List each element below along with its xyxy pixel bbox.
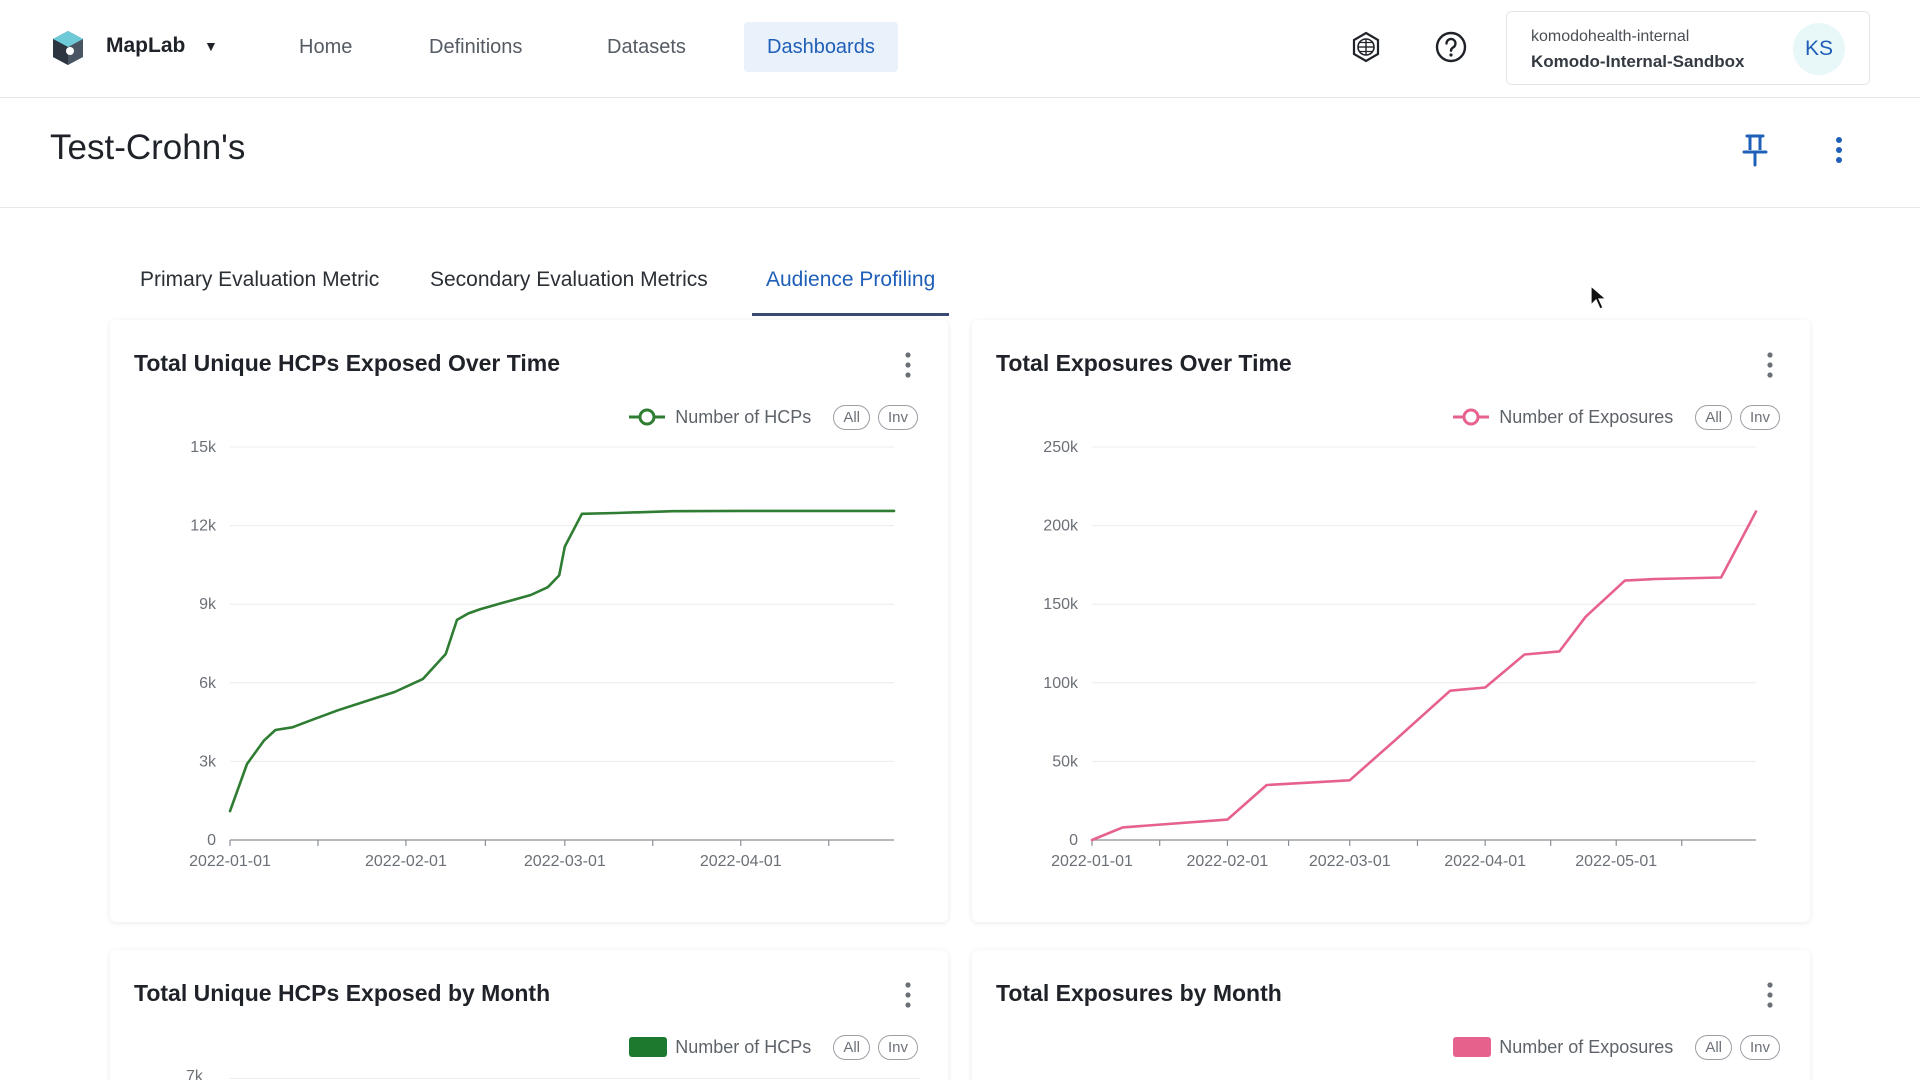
legend-bar-swatch <box>1453 1037 1492 1057</box>
series-line <box>1090 510 1758 842</box>
avatar[interactable]: KS <box>1793 23 1845 75</box>
x-axis-tick-label: 2022-04-01 <box>700 853 782 870</box>
x-axis-tick-label: 2022-02-01 <box>1186 853 1268 870</box>
nav-home[interactable]: Home <box>299 36 353 58</box>
card-menu-icon[interactable] <box>1760 978 1780 1012</box>
y-axis-tick-label: 9k <box>199 596 217 613</box>
legend-all-button[interactable]: All <box>1695 404 1732 430</box>
more-vertical-icon[interactable] <box>1824 132 1854 168</box>
chart-legend: Number of HCPs All Inv <box>629 1032 918 1062</box>
y-axis-tick-label: 0 <box>1069 832 1078 849</box>
dashboard-titlebar: Test-Crohn's <box>0 98 1920 208</box>
y-axis-tick-label: 0 <box>207 832 216 849</box>
x-axis-tick-label: 2022-05-01 <box>1575 853 1657 870</box>
card-menu-icon[interactable] <box>1760 348 1780 382</box>
card-exposures-by-month: Total Exposures by Month Number of Expos… <box>972 950 1810 1080</box>
y-axis-tick-label: 100k <box>1043 675 1079 692</box>
x-axis-tick-label: 2022-02-01 <box>365 853 447 870</box>
card-title: Total Exposures Over Time <box>996 350 1292 376</box>
legend-inverse-button[interactable]: Inv <box>877 1034 918 1060</box>
brand-name[interactable]: MapLab <box>106 34 186 57</box>
chevron-down-icon[interactable]: ▼ <box>204 38 218 54</box>
chart-legend: Number of Exposures All Inv <box>1451 402 1780 432</box>
card-hcps-over-time: Total Unique HCPs Exposed Over Time Numb… <box>110 320 948 922</box>
x-axis-tick-label: 2022-01-01 <box>189 853 271 870</box>
chart-legend: Number of Exposures All Inv <box>1453 1032 1780 1062</box>
help-icon[interactable] <box>1434 30 1468 64</box>
account-environment: Komodo-Internal-Sandbox <box>1531 52 1745 71</box>
legend-all-button[interactable]: All <box>833 404 870 430</box>
legend-inverse-button[interactable]: Inv <box>1739 1034 1780 1060</box>
nav-dashboards[interactable]: Dashboards <box>744 22 898 72</box>
tab-secondary-evaluation-metrics[interactable]: Secondary Evaluation Metrics <box>430 268 708 291</box>
x-axis-tick-label: 2022-01-01 <box>1051 853 1133 870</box>
x-axis-tick-label: 2022-04-01 <box>1444 853 1526 870</box>
grid-globe-icon[interactable] <box>1349 30 1383 64</box>
legend-label[interactable]: Number of Exposures <box>1499 1036 1674 1057</box>
hcps-line-chart: 0 3k 6k 9k 12k 15k 2022-01-01 2022-02-01 2022-03… <box>189 439 896 870</box>
legend-label[interactable]: Number of HCPs <box>675 406 812 427</box>
legend-inverse-button[interactable]: Inv <box>877 404 918 430</box>
y-axis-tick-label: 7k <box>186 1068 203 1080</box>
tab-primary-evaluation-metric[interactable]: Primary Evaluation Metric <box>140 268 380 291</box>
y-axis-tick-label: 3k <box>199 753 217 770</box>
legend-label[interactable]: Number of Exposures <box>1499 406 1674 427</box>
card-title: Total Unique HCPs Exposed Over Time <box>134 350 561 376</box>
grid-line <box>230 1078 920 1079</box>
card-exposures-over-time: Total Exposures Over Time Number of Expo… <box>972 320 1810 922</box>
y-axis-tick-label: 200k <box>1043 518 1079 535</box>
chart-legend: Number of HCPs All Inv <box>627 402 918 432</box>
card-menu-icon[interactable] <box>898 348 918 382</box>
x-axis-tick-label: 2022-03-01 <box>1309 853 1391 870</box>
exposures-line-chart: 0 50k 100k 150k 200k 250k 2022-01-01 2022-02-01… <box>1043 439 1758 870</box>
legend-all-button[interactable]: All <box>1695 1034 1732 1060</box>
page-title: Test-Crohn's <box>50 128 246 167</box>
card-menu-icon[interactable] <box>898 978 918 1012</box>
legend-line-marker <box>629 408 666 426</box>
legend-bar-swatch <box>629 1037 668 1057</box>
card-title: Total Exposures by Month <box>996 980 1282 1006</box>
account-switcher[interactable]: komodohealth-internal Komodo-Internal-Sa… <box>1506 11 1870 85</box>
app-logo-icon[interactable] <box>52 30 84 66</box>
y-axis-tick-label: 12k <box>190 518 217 535</box>
legend-inverse-button[interactable]: Inv <box>1739 404 1780 430</box>
legend-label[interactable]: Number of HCPs <box>675 1036 812 1057</box>
account-org: komodohealth-internal <box>1531 28 1690 45</box>
mouse-cursor-icon <box>1590 285 1608 310</box>
series-line <box>228 509 896 813</box>
x-axis-tick-label: 2022-03-01 <box>524 853 606 870</box>
top-header: MapLab ▼ Home Definitions Datasets Dashb… <box>0 0 1920 98</box>
card-title: Total Unique HCPs Exposed by Month <box>134 980 551 1006</box>
legend-all-button[interactable]: All <box>833 1034 870 1060</box>
tab-audience-profiling[interactable]: Audience Profiling <box>752 264 950 316</box>
nav-datasets[interactable]: Datasets <box>607 36 686 58</box>
y-axis-tick-label: 6k <box>199 675 217 692</box>
card-hcps-by-month: Total Unique HCPs Exposed by Month Numbe… <box>110 950 948 1080</box>
y-axis-tick-label: 250k <box>1043 439 1079 456</box>
y-axis-tick-label: 15k <box>190 439 217 456</box>
y-axis-tick-label: 50k <box>1052 753 1079 770</box>
nav-definitions[interactable]: Definitions <box>429 36 523 58</box>
legend-line-marker <box>1453 408 1490 426</box>
y-axis-tick-label: 150k <box>1043 596 1079 613</box>
pin-icon[interactable] <box>1740 132 1770 168</box>
